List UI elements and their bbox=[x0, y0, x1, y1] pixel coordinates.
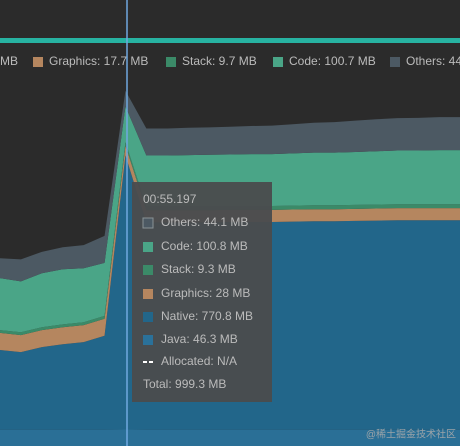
tooltip-row: Native: 770.8 MB bbox=[161, 309, 253, 323]
legend-label: MB bbox=[0, 54, 18, 68]
tooltip-row: Others: 44.1 MB bbox=[161, 215, 248, 229]
tooltip-row: Stack: 9.3 MB bbox=[161, 262, 236, 276]
stacked-area bbox=[0, 90, 460, 282]
legend-label: Stack: 9.7 MB bbox=[182, 54, 257, 68]
tooltip-time: 00:55.197 bbox=[143, 192, 197, 206]
tooltip-allocated: Allocated: N/A bbox=[161, 354, 237, 368]
tooltip-total: Total: 999.3 MB bbox=[143, 377, 226, 391]
legend-swatch bbox=[273, 57, 283, 67]
legend-label: Code: 100.7 MB bbox=[289, 54, 376, 68]
watermark: @稀土掘金技术社区 bbox=[366, 428, 456, 441]
tooltip-row: Code: 100.8 MB bbox=[161, 239, 248, 253]
tooltip-box bbox=[132, 182, 272, 402]
tooltip: 00:55.197 Allocated: N/A Total: 999.3 MB… bbox=[132, 182, 272, 402]
stacked-area bbox=[0, 145, 460, 353]
tooltip-swatch bbox=[142, 217, 154, 229]
timeline-bar bbox=[0, 38, 460, 43]
legend-label: Graphics: 17.7 MB bbox=[49, 54, 148, 68]
legend-swatch bbox=[166, 57, 176, 67]
tooltip-swatch bbox=[143, 265, 153, 275]
tooltip-swatch bbox=[143, 335, 153, 345]
stacked-area bbox=[0, 429, 460, 446]
legend-label: Others: 44. bbox=[406, 54, 460, 68]
legend: MB Graphics: 17.7 MB Stack: 9.7 MB Code: 10… bbox=[0, 54, 460, 68]
legend-swatch bbox=[33, 57, 43, 67]
stacked-area bbox=[0, 106, 460, 333]
tooltip-swatch bbox=[143, 312, 153, 322]
tooltip-swatch bbox=[143, 242, 153, 252]
tooltip-row: Graphics: 28 MB bbox=[161, 286, 250, 300]
legend-swatch bbox=[390, 57, 400, 67]
tooltip-swatch bbox=[143, 289, 153, 299]
tooltip-row: Java: 46.3 MB bbox=[161, 332, 238, 346]
